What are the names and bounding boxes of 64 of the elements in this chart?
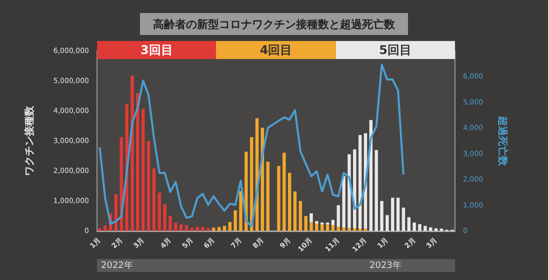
bar bbox=[331, 220, 335, 225]
bar bbox=[402, 208, 406, 231]
bar bbox=[222, 226, 226, 231]
y2-axis-title: 超過死亡数 bbox=[496, 115, 508, 167]
bar bbox=[424, 226, 427, 231]
bar bbox=[152, 168, 156, 231]
bar bbox=[174, 222, 178, 231]
bar bbox=[130, 76, 134, 231]
text: 4回目 bbox=[260, 42, 292, 58]
bar bbox=[163, 204, 166, 231]
bar bbox=[336, 205, 340, 226]
bar bbox=[386, 215, 389, 231]
bar bbox=[412, 222, 416, 231]
bar bbox=[146, 141, 150, 231]
bar bbox=[98, 228, 102, 231]
bar bbox=[104, 226, 107, 231]
bar bbox=[331, 225, 335, 231]
chart-title: 高齢者の新型コロナワクチン接種数と超過死亡数 bbox=[153, 16, 395, 32]
bar bbox=[190, 228, 194, 231]
line-series bbox=[98, 64, 404, 228]
bar bbox=[348, 228, 351, 231]
bar bbox=[391, 198, 394, 231]
text: 2023年 bbox=[370, 260, 402, 271]
bar bbox=[428, 227, 432, 231]
bar bbox=[184, 225, 188, 231]
bar bbox=[342, 176, 346, 228]
bar bbox=[326, 224, 330, 231]
bar bbox=[320, 224, 324, 231]
bar bbox=[228, 222, 232, 231]
bar bbox=[315, 224, 318, 231]
bar bbox=[288, 172, 292, 231]
bar bbox=[353, 149, 356, 228]
bar bbox=[179, 224, 183, 231]
series-label: 3回目 bbox=[140, 42, 173, 58]
bar bbox=[239, 191, 242, 231]
bar bbox=[304, 216, 308, 231]
bar bbox=[212, 228, 216, 231]
bar bbox=[277, 166, 280, 231]
bar bbox=[298, 201, 302, 231]
bar bbox=[136, 93, 140, 231]
bar bbox=[380, 201, 384, 231]
bar bbox=[310, 222, 313, 231]
bar bbox=[206, 228, 210, 231]
bar bbox=[142, 108, 145, 231]
text: 2022年 bbox=[101, 260, 133, 271]
bar bbox=[266, 162, 270, 231]
bar bbox=[310, 213, 313, 222]
bar bbox=[396, 198, 400, 231]
bar bbox=[196, 226, 199, 231]
y-axis-title: ワクチン接種数 bbox=[24, 105, 36, 176]
bar bbox=[336, 226, 340, 231]
bar bbox=[168, 216, 172, 231]
bar bbox=[217, 227, 221, 231]
bar bbox=[342, 227, 346, 231]
bar bbox=[201, 226, 204, 231]
text: 5回目 bbox=[379, 42, 412, 58]
bar bbox=[293, 191, 297, 231]
bar bbox=[418, 224, 422, 231]
bar bbox=[407, 217, 410, 231]
bar bbox=[353, 228, 356, 231]
bar bbox=[158, 192, 161, 231]
bar bbox=[374, 150, 378, 231]
bar bbox=[234, 210, 237, 231]
bar bbox=[282, 152, 286, 231]
